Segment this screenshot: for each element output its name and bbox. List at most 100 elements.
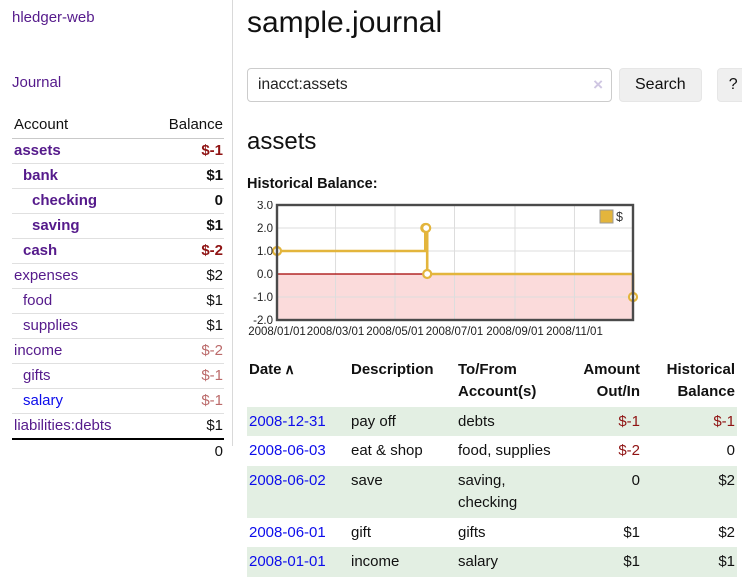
txn-description-cell: save (345, 466, 452, 518)
chart-x-tick-label: 2008/07/01 (426, 326, 484, 338)
account-row: bank $1 (12, 163, 224, 189)
account-row: income $-2 (12, 338, 224, 364)
accounts-total-spacer (12, 438, 147, 464)
txn-accounts-cell: gifts (458, 523, 486, 541)
account-name-cell: income (12, 338, 147, 364)
accounts-header-row: Account Balance (12, 113, 224, 139)
transaction-row: 2008-01-01 income salary $1 $1 (247, 547, 737, 577)
transactions-header-row: Date ∧ Description To/From Account(s) Amo… (247, 357, 737, 407)
chart-y-tick-label: 3.0 (257, 201, 273, 212)
chart-x-tick-label: 2008/01/01 (248, 326, 306, 338)
journal-link[interactable]: Journal (12, 74, 62, 91)
chart-x-tick-label: 2008/11/01 (546, 326, 603, 338)
transaction-date-link[interactable]: 2008-06-03 (249, 442, 326, 460)
txn-header-accounts: To/From Account(s) (458, 361, 537, 400)
txn-accounts-cell: salary (452, 547, 570, 577)
txn-date-cell: 2008-06-03 (247, 436, 345, 466)
account-link-assets[interactable]: assets (14, 142, 61, 159)
txn-amount-cell: 0 (570, 466, 642, 518)
txn-balance-cell: $2 (642, 466, 737, 518)
transaction-date-link[interactable]: 2008-06-02 (249, 472, 326, 489)
account-link-checking[interactable]: checking (32, 192, 98, 209)
txn-date-cell: 2008-06-02 (247, 466, 345, 518)
search-input[interactable] (247, 68, 612, 102)
chart-legend-label: $ (616, 210, 623, 224)
account-link-income[interactable]: income (14, 342, 63, 359)
txn-amount-cell: $1 (623, 523, 640, 541)
accounts-table: Account Balance assets $-1 bank $1 checking 0… (12, 113, 224, 464)
account-balance: 0 (146, 188, 224, 214)
chart-y-tick-label: 2.0 (257, 223, 273, 235)
txn-amount-cell: $-1 (570, 406, 642, 437)
txn-description-cell: gift (351, 523, 372, 541)
txn-accounts-cell: saving, checking (452, 466, 570, 518)
transaction-date-link[interactable]: 2008-12-31 (249, 412, 326, 430)
account-name-cell: checking (12, 188, 147, 214)
transaction-date-link[interactable]: 2008-06-01 (249, 523, 326, 541)
search-form: × Search ? (247, 68, 742, 102)
account-name-cell: food (12, 288, 147, 314)
txn-description-cell: eat & shop (351, 442, 423, 460)
account-row: liabilities:debts $1 (12, 413, 224, 439)
txn-date-cell: 2008-06-01 (247, 518, 345, 548)
txn-header-date-label: Date (249, 361, 282, 378)
txn-header-description: Description (351, 361, 434, 378)
account-link-food[interactable]: food (23, 292, 53, 309)
sidebar: hledger-web Journal Account Balance asse… (0, 0, 233, 464)
txn-header-balance: Historical Balance (666, 361, 735, 400)
chart-title: Historical Balance: (247, 176, 378, 192)
brand: hledger-web (12, 9, 224, 26)
app-title-link[interactable]: hledger-web (12, 9, 95, 26)
clear-search-icon[interactable]: × (593, 75, 603, 94)
help-button[interactable]: ? (716, 68, 742, 102)
txn-header-date[interactable]: Date ∧ (247, 357, 345, 407)
account-balance: $1 (146, 288, 224, 314)
account-balance: $1 (146, 413, 224, 439)
account-name-cell: cash (12, 238, 147, 264)
txn-amount-cell: $-2 (618, 442, 640, 460)
page-title: sample.journal (247, 6, 443, 39)
account-link-saving[interactable]: saving (32, 217, 80, 234)
main-content: sample.journal × Search ? assets Histori… (233, 0, 742, 577)
search-button[interactable]: Search (619, 68, 702, 102)
chart-legend-swatch (599, 209, 614, 224)
account-link-expenses[interactable]: expenses (14, 267, 79, 284)
account-name-cell: gifts (12, 363, 147, 389)
account-link-supplies[interactable]: supplies (23, 317, 79, 334)
account-link-liabilities-debts[interactable]: liabilities:debts (14, 417, 112, 434)
txn-description-cell: pay off (345, 406, 452, 437)
sidebar-item-journal: Journal (12, 74, 224, 91)
transaction-date-link[interactable]: 2008-01-01 (249, 553, 326, 571)
accounts-total-value: 0 (146, 438, 224, 464)
account-name-cell: saving (12, 213, 147, 239)
account-balance: $-1 (201, 142, 223, 159)
chart-data-point (421, 222, 432, 234)
account-link-gifts[interactable]: gifts (23, 367, 51, 384)
account-row: supplies $1 (12, 313, 224, 339)
account-name-cell: salary (12, 388, 147, 414)
chart-y-tick-label: 1.0 (257, 246, 273, 258)
account-row: cash $-2 (12, 238, 224, 264)
transaction-row: 2008-06-01 gift gifts $1 $2 (247, 518, 737, 548)
account-balance: $-2 (146, 338, 224, 364)
account-row: expenses $2 (12, 263, 224, 289)
account-balance: $-1 (146, 388, 224, 414)
txn-accounts-cell: food, supplies (458, 442, 551, 460)
account-balance: $2 (146, 263, 224, 289)
txn-accounts-cell: debts (452, 406, 570, 437)
txn-header-amount: Amount Out/In (583, 361, 640, 400)
accounts-total-row: 0 (12, 438, 224, 464)
account-name-cell: bank (12, 163, 147, 189)
account-link-bank[interactable]: bank (23, 167, 59, 184)
account-name-cell: liabilities:debts (12, 413, 147, 439)
account-balance: $-2 (146, 238, 224, 264)
chart-plot-border (275, 203, 635, 322)
chart-x-tick-label: 2008/09/01 (486, 326, 544, 338)
txn-balance-cell: 0 (726, 442, 735, 460)
account-link-salary[interactable]: salary (23, 392, 64, 409)
account-link-cash[interactable]: cash (23, 242, 58, 259)
accounts-header-balance: Balance (146, 113, 224, 139)
chart-y-tick-label: 0.0 (257, 269, 273, 281)
txn-balance-cell: $2 (718, 523, 735, 541)
